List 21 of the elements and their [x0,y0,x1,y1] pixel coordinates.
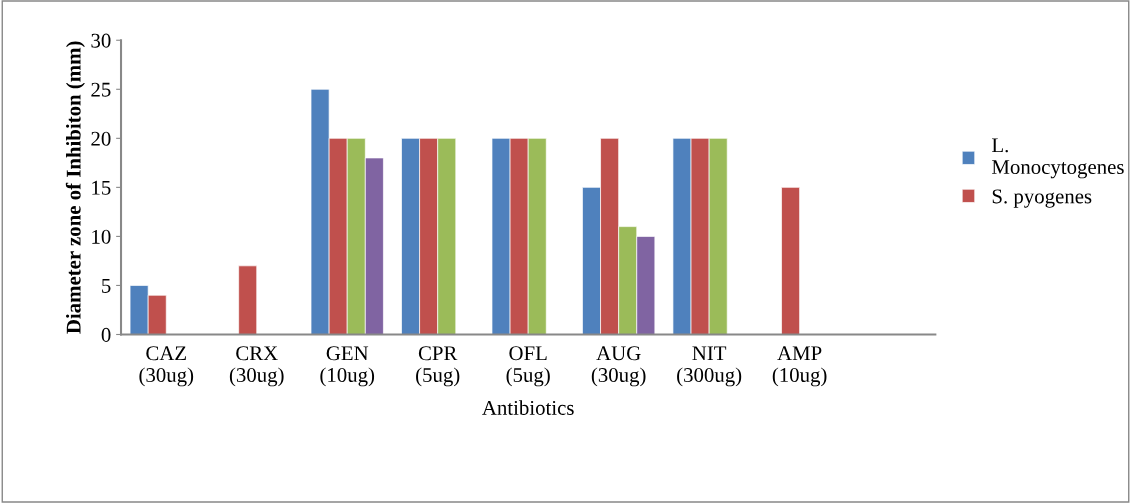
legend-label: S. pyogenes [992,189,1092,208]
y-axis-title: Diameter zone of Inhibiton (mm) [65,41,85,334]
x-tick-label: CRX (30ug) [229,346,284,387]
legend-label: L. Monocytogenes [992,138,1124,179]
y-tick-label: 30 [91,33,111,48]
y-tick-label: 25 [91,82,111,97]
y-tick-label: 10 [92,229,111,244]
x-tick-label: GEN (10ug) [320,346,375,387]
x-axis-title: Antibiotics [482,400,574,415]
y-tick-label: 0 [101,327,111,342]
x-tick-label: OFL (5ug) [506,346,550,387]
x-tick-label: AUG (30ug) [591,346,646,387]
x-tick-label: CAZ (30ug) [139,346,194,387]
y-tick-label: 20 [91,131,111,146]
x-tick-label: CPR (5ug) [416,346,460,387]
bar [781,187,800,335]
y-tick-label: 5 [102,279,111,293]
bar [238,265,258,335]
x-tick-label: AMP (10ug) [772,346,827,387]
x-tick-label: NIT (300ug) [677,346,742,387]
y-tick-label: 15 [92,180,111,195]
